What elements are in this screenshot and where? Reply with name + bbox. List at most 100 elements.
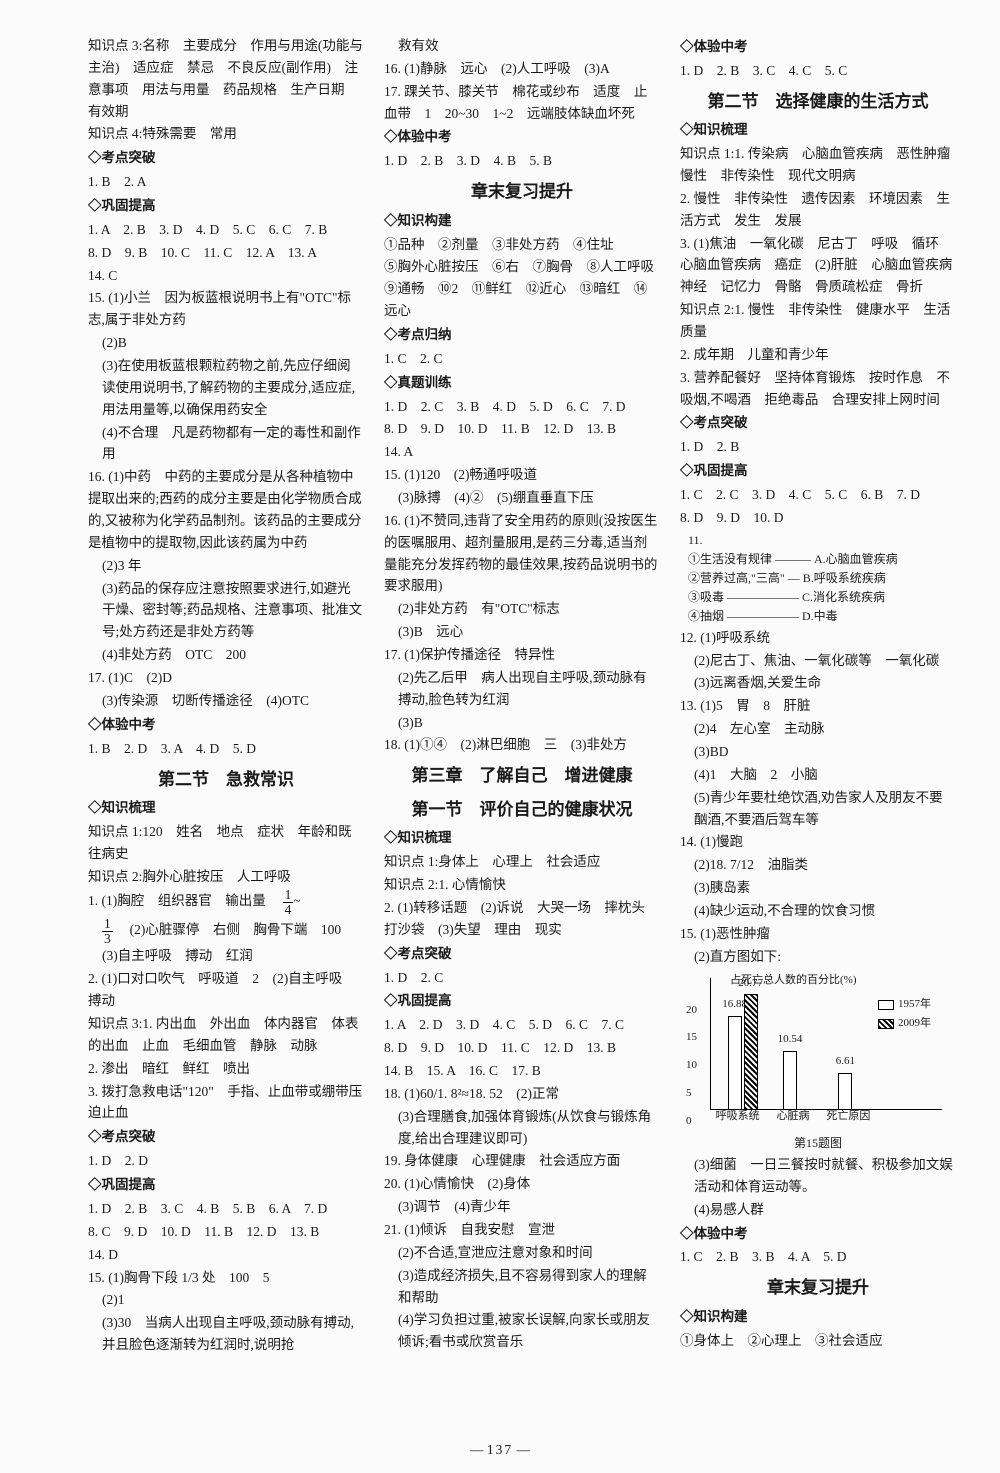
answer-text: 15. (1)恶性肿瘤 <box>680 923 956 945</box>
text: 知识点 2:胸外心脏按压 人工呼吸 <box>88 866 364 888</box>
answer-text: (3)造成经济损失,且不容易得到家人的理解和帮助 <box>384 1265 660 1309</box>
page: 知识点 3:名称 主要成分 作用与用途(功能与主治) 适应症 禁忌 不良反应(副… <box>0 0 1000 1473</box>
answer-text: (3)B 远心 <box>384 621 660 643</box>
text: 3. (1)焦油 一氧化碳 尼古丁 呼吸 循环 心脑血管疾病 癌症 (2)肝脏 … <box>680 233 956 299</box>
ytick-label: 15 <box>686 1029 697 1047</box>
answer-line: 14. C <box>88 265 364 287</box>
answer-text: (2)1 <box>88 1289 364 1311</box>
chapter-title: 第三章 了解自己 增进健康 <box>384 762 660 790</box>
fraction-icon: 13 <box>102 917 113 945</box>
answer-text: (3)远离香烟,关爱生命 <box>680 672 956 694</box>
answer-text: 14. (1)慢跑 <box>680 831 956 853</box>
bar <box>728 1016 742 1110</box>
text: 1. (1)胸腔 组织器官 输出量 14~ <box>88 888 364 916</box>
text: ⑤胸外心脏按压 ⑥右 ⑦胸骨 ⑧人工呼吸 ⑨通畅 ⑩2 ⑪鲜红 ⑫近心 ⑬暗红 … <box>384 256 660 322</box>
answer-text: (2)尼古丁、焦油、一氧化碳等 一氧化碳 <box>680 650 956 672</box>
ytick-label: 10 <box>686 1057 697 1075</box>
section-heading: ◇知识构建 <box>680 1306 956 1328</box>
match-row: ②营养过高,"三高" — B.呼吸系统疾病 <box>688 569 956 587</box>
ytick-label: 20 <box>686 1002 697 1020</box>
answer-text: (3)药品的保存应注意按照要求进行,如避光干燥、密封等;药品规格、注意事项、批准… <box>88 578 364 644</box>
section-heading: ◇体验中考 <box>88 714 364 736</box>
bar <box>838 1073 852 1110</box>
page-number: — 137 — <box>0 1439 1000 1461</box>
answer-line: 8. C 9. D 10. D 11. B 12. D 13. B <box>88 1221 364 1243</box>
text: 知识点 3:名称 主要成分 作用与用途(功能与主治) 适应症 禁忌 不良反应(副… <box>88 35 364 122</box>
answer-line: 8. D 9. D 10. D 11. B 12. D 13. B <box>384 418 660 440</box>
answer-text: (4)非处方药 OTC 200 <box>88 644 364 666</box>
category-label: 死亡原因 <box>826 1108 870 1126</box>
answer-text: (3)在使用板蓝根颗粒药物之前,先应仔细阅读使用说明书,了解药物的主要成分,适应… <box>88 355 364 421</box>
answer-line: 1. D 2. B 3. C 4. B 5. B 6. A 7. D <box>88 1198 364 1220</box>
answer-text: 15. (1)120 (2)畅通呼吸道 <box>384 464 660 486</box>
bar-value-label: 20.77 <box>738 975 763 993</box>
chart-caption: 第15题图 <box>680 1134 956 1153</box>
answer-line: 1. D 2. D <box>88 1150 364 1172</box>
answer-text: 13. (1)5 胃 8 肝脏 <box>680 695 956 717</box>
answer-text: 15. (1)小兰 因为板蓝根说明书上有"OTC"标志,属于非处方药 <box>88 287 364 331</box>
answer-line: 14. D <box>88 1244 364 1266</box>
text: 2. 渗出 暗红 鲜红 喷出 <box>88 1058 364 1080</box>
answer-text: 16. (1)中药 中药的主要成分是从各种植物中提取出来的;西药的成分主要是由化… <box>88 466 364 553</box>
page-number-value: 137 <box>487 1442 513 1457</box>
match-row: ④抽烟 —————— D.中毒 <box>688 607 956 625</box>
answer-line: 1. B 2. A <box>88 171 364 193</box>
text: 知识点 3:1. 内出血 外出血 体内器官 体表的出血 止血 毛细血管 静脉 动… <box>88 1013 364 1057</box>
answer-line: 1. A 2. D 3. D 4. C 5. D 6. C 7. C <box>384 1014 660 1036</box>
match-row: ①生活没有规律 ——— A.心脑血管疾病 <box>688 550 956 568</box>
answer-text: (4)易感人群 <box>680 1199 956 1221</box>
chart-legend: 1957年 2009年 <box>878 994 942 1036</box>
section-heading: ◇体验中考 <box>680 1223 956 1245</box>
text: (2)心脏骤停 右侧 胸骨下端 100 (3)自主呼吸 搏动 红润 <box>102 923 355 964</box>
section-heading: ◇考点突破 <box>384 943 660 965</box>
answer-line: 1. C 2. C <box>384 348 660 370</box>
answer-text: 17. (1)保护传播途径 特异性 <box>384 644 660 666</box>
answer-line: 1. D 2. B 3. C 4. C 5. C <box>680 60 956 82</box>
answer-line: 14. B 15. A 16. C 17. B <box>384 1060 660 1082</box>
section-heading: ◇考点归纳 <box>384 324 660 346</box>
text: 知识点 1:身体上 心理上 社会适应 <box>384 851 660 873</box>
text: 知识点 4:特殊需要 常用 <box>88 123 364 145</box>
legend-swatch <box>878 1000 894 1010</box>
answer-text: (2)先乙后甲 病人出现自主呼吸,颈动脉有搏动,脸色转为红润 <box>384 667 660 711</box>
text: 2. (1)口对口吹气 呼吸道 2 (2)自主呼吸 搏动 <box>88 968 364 1012</box>
section-heading: ◇考点突破 <box>88 147 364 169</box>
answer-text: (2)不合适,宣泄应注意对象和时间 <box>384 1242 660 1264</box>
answer-line: 1. D 2. B 3. D 4. B 5. B <box>384 150 660 172</box>
answer-text: (4)不合理 凡是药物都有一定的毒性和副作用 <box>88 422 364 466</box>
bar <box>744 994 758 1109</box>
text: 3. 拨打急救电话"120" 手指、止血带或绷带压迫止血 <box>88 1081 364 1125</box>
answer-line: 14. A <box>384 441 660 463</box>
answer-text: (2)直方图如下: <box>680 946 956 968</box>
answer-text: 18. (1)①④ (2)淋巴细胞 三 (3)非处方 <box>384 734 660 756</box>
chapter-review-title: 章末复习提升 <box>680 1274 956 1302</box>
text: 11. <box>688 533 703 547</box>
ytick-label: 0 <box>686 1113 692 1131</box>
answer-text: 16. (1)静脉 远心 (2)人工呼吸 (3)A <box>384 58 660 80</box>
answer-text: 12. (1)呼吸系统 <box>680 627 956 649</box>
answer-text: 16. (1)不赞同,违背了安全用药的原则(没按医生的医嘱服用、超剂量服用,是药… <box>384 510 660 597</box>
answer-text: (2)18. 7/12 油脂类 <box>680 854 956 876</box>
answer-text: (2)3 年 <box>88 555 364 577</box>
answer-text: (3)细菌 一日三餐按时就餐、积极参加文娱活动和体育运动等。 <box>680 1154 956 1198</box>
legend-label: 1957年 <box>898 996 931 1014</box>
answer-line: 1. A 2. B 3. D 4. D 5. C 6. C 7. B <box>88 219 364 241</box>
answer-text: (3)传染源 切断传播途径 (4)OTC <box>88 690 364 712</box>
fraction-icon: 14 <box>283 888 294 916</box>
section-title: 第二节 选择健康的生活方式 <box>680 88 956 116</box>
text: 知识点 1:120 姓名 地点 症状 年龄和既往病史 <box>88 821 364 865</box>
answer-text: 19. 身体健康 心理健康 社会适应方面 <box>384 1150 660 1172</box>
answer-text: (3)30 当病人出现自主呼吸,颈动脉有搏动,并且脸色逐渐转为红润时,说明抢 <box>88 1312 364 1356</box>
answer-line: 1. D 2. C <box>384 967 660 989</box>
text: 知识点 1:1. 传染病 心脑血管疾病 恶性肿瘤 慢性 非传染性 现代文明病 <box>680 143 956 187</box>
section-title: 第一节 评价自己的健康状况 <box>384 796 660 824</box>
answer-line: 1. D 2. C 3. B 4. D 5. D 6. C 7. D <box>384 396 660 418</box>
column-2: 救有效 16. (1)静脉 远心 (2)人工呼吸 (3)A 17. 踝关节、膝关… <box>384 34 660 1357</box>
bar <box>783 1051 797 1109</box>
y-axis <box>710 978 711 1110</box>
answer-text: (3)B <box>384 712 660 734</box>
text: 知识点 2:1. 心情愉快 <box>384 874 660 896</box>
answer-text: 21. (1)倾诉 自我安慰 宣泄 <box>384 1219 660 1241</box>
answer-text: (3)脉搏 (4)② (5)绷直垂直下压 <box>384 487 660 509</box>
section-heading: ◇巩固提高 <box>680 460 956 482</box>
